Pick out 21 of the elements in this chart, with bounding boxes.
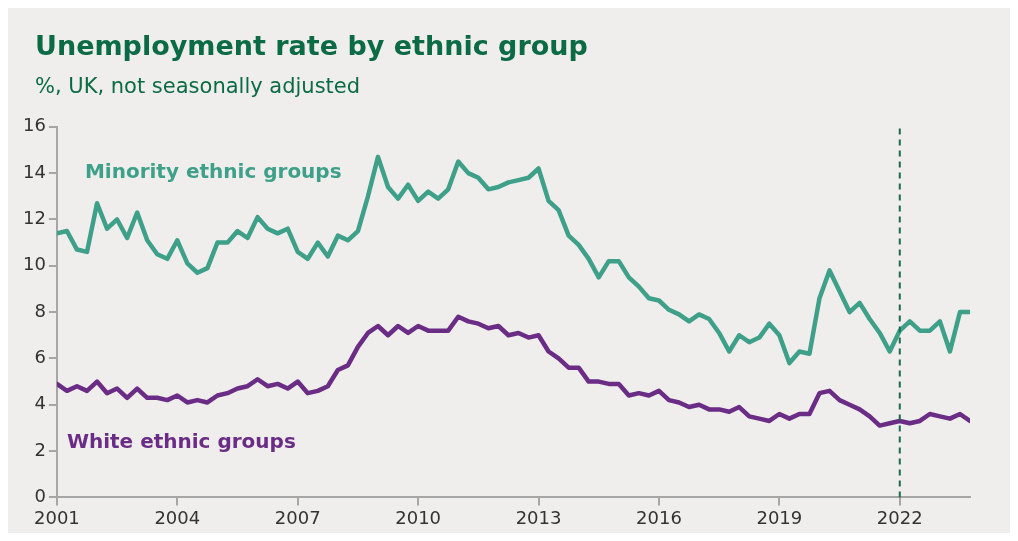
x-tick-label: 2001 [34, 506, 80, 528]
series-label: White ethnic groups [66, 428, 296, 453]
x-tick-label: 2013 [515, 506, 562, 528]
chart-title: Unemployment rate by ethnic group [35, 30, 588, 61]
x-tick-label: 2010 [395, 506, 442, 528]
chart-subtitle: %, UK, not seasonally adjusted [35, 74, 361, 98]
y-tick-label: 2 [34, 438, 46, 460]
x-tick-label: 2019 [756, 506, 803, 528]
y-tick-label: 10 [23, 253, 46, 275]
y-tick-label: 14 [23, 160, 46, 182]
y-tick-label: 16 [23, 114, 46, 136]
y-tick-label: 4 [34, 392, 46, 414]
x-tick-label: 2007 [274, 506, 321, 528]
y-tick-label: 12 [23, 207, 46, 229]
x-tick-label: 2022 [876, 506, 923, 528]
x-tick-label: 2004 [154, 506, 201, 528]
series-label: Minority ethnic groups [84, 159, 342, 184]
y-tick-label: 6 [34, 346, 46, 368]
x-tick-label: 2016 [636, 506, 682, 528]
y-tick-label: 0 [34, 485, 46, 507]
y-tick-label: 8 [34, 299, 46, 321]
